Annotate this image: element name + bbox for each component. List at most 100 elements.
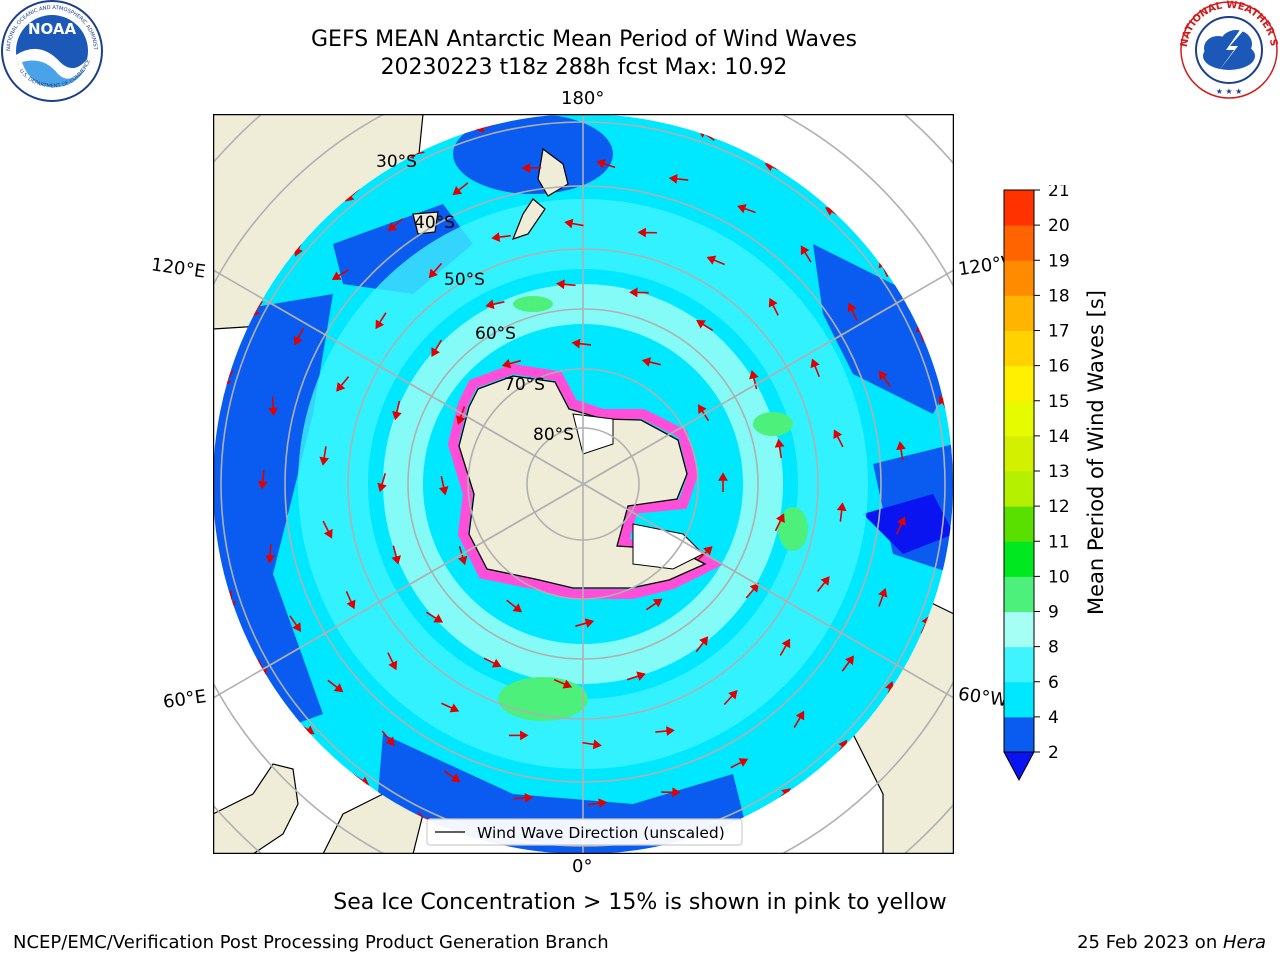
lon-label-120e: 120°E — [149, 254, 207, 283]
wind-wave-arrow — [319, 446, 330, 466]
colorbar-tick-label: 4 — [1048, 708, 1059, 728]
wind-wave-arrow — [377, 473, 387, 493]
wind-wave-arrow — [293, 327, 305, 346]
tasmania — [412, 211, 439, 235]
colorbar-extend-triangle — [1003, 751, 1035, 782]
wind-wave-arrow — [695, 636, 709, 653]
lon-label-0: 0° — [572, 856, 593, 877]
wind-wave-arrow — [655, 726, 675, 736]
map-subtitle: 20230223 t18z 288h fcst Max: 10.92 — [380, 55, 788, 80]
colorbar-segment — [1004, 365, 1034, 402]
wind-wave-arrow — [456, 406, 466, 425]
wind-wave-arrow — [835, 739, 848, 757]
wind-wave-arrow — [352, 773, 370, 786]
wind-wave-arrow — [391, 545, 401, 565]
colorbar-segment — [1004, 646, 1034, 683]
colorbar-tick-label: 6 — [1048, 673, 1059, 693]
colorbar-segment — [1004, 681, 1034, 718]
wind-wave-arrow — [501, 358, 521, 369]
wind-wave-arrow — [706, 255, 725, 266]
wind-wave-arrow — [878, 587, 888, 607]
map-legend: Wind Wave Direction (unscaled) — [426, 818, 743, 846]
wind-wave-arrow — [556, 279, 576, 290]
wind-wave-arrow — [485, 299, 505, 310]
wind-wave-arrow — [768, 297, 779, 316]
colorbar-tick-label: 19 — [1048, 251, 1070, 271]
wind-wave-arrow — [737, 204, 756, 214]
wind-wave-arrow — [345, 591, 356, 610]
noaa-logo-text: NOAA — [28, 20, 77, 38]
colorbar-label: Mean Period of Wind Waves [s] — [1084, 290, 1108, 615]
wind-wave-arrow — [508, 730, 529, 741]
wind-wave-arrow — [878, 370, 891, 388]
colorbar-segment — [1004, 295, 1034, 331]
wind-wave-arrow — [779, 638, 791, 656]
wind-wave-arrow — [896, 516, 906, 535]
wind-wave-arrow — [506, 599, 523, 613]
wind-wave-arrow — [392, 400, 402, 421]
colorbar-segment — [1004, 260, 1034, 296]
wind-wave-arrow — [513, 792, 534, 803]
nws-stars: ★ ★ ★ — [1216, 87, 1243, 96]
colorbar-tick-label: 9 — [1048, 603, 1059, 623]
wind-wave-arrow — [483, 657, 502, 668]
wind-wave-arrow — [764, 162, 784, 172]
colorbar-segment — [1004, 400, 1034, 437]
colorbar-tick-label: 14 — [1048, 427, 1070, 447]
wind-wave-arrow — [793, 710, 805, 728]
wind-wave-arrow — [375, 312, 387, 330]
map-title: GEFS MEAN Antarctic Mean Period of Wind … — [311, 27, 857, 52]
wind-wave-arrow — [491, 232, 511, 242]
legend-text: Wind Wave Direction (unscaled) — [477, 824, 725, 842]
wind-wave-arrow — [428, 262, 443, 279]
wind-wave-arrow — [697, 404, 710, 422]
lat-label-30s: 30°S — [376, 152, 417, 172]
wind-wave-arrow — [571, 338, 592, 349]
wind-wave-arrow — [575, 618, 595, 628]
wind-wave-arrow — [668, 173, 689, 184]
new-zealand — [511, 147, 569, 240]
wind-wave-arrow — [847, 302, 858, 321]
wind-wave-arrow — [327, 679, 344, 693]
colorbar-tick-label: 2 — [1048, 743, 1059, 763]
wind-wave-arrow — [774, 438, 785, 459]
colorbar-tick-label: 13 — [1048, 462, 1070, 482]
wind-wave-arrow — [387, 652, 398, 671]
wind-wave-arrow — [297, 723, 315, 735]
colorbar-segment — [1004, 330, 1034, 367]
wind-wave-arrow — [816, 576, 830, 592]
sea-ice-note: Sea Ice Concentration > 15% is shown in … — [333, 890, 947, 915]
colorbar-tick-label: 17 — [1048, 322, 1070, 342]
wind-wave-arrow — [289, 615, 302, 632]
wind-wave-arrow — [336, 376, 350, 392]
wind-wave-arrow — [637, 227, 658, 238]
wind-wave-arrow — [553, 678, 573, 689]
wind-wave-arrow — [938, 395, 949, 414]
wind-wave-arrow — [381, 730, 395, 747]
colorbar-segment — [1004, 471, 1034, 507]
wind-wave-arrow — [775, 788, 791, 802]
lat-label-50s: 50°S — [444, 270, 485, 290]
wind-wave-arrow — [629, 287, 649, 298]
wind-wave-arrow — [438, 476, 449, 496]
wind-wave-arrow — [344, 187, 360, 202]
colorbar-segment — [1004, 716, 1034, 753]
colorbar-segment — [1004, 611, 1034, 648]
noaa-logo: NOAA NATIONAL OCEANIC AND ATMOSPHERIC AD… — [0, 0, 103, 102]
footer-date: 25 Feb 2023 on Hera — [1077, 932, 1266, 953]
wind-wave-arrow — [587, 798, 608, 809]
wind-wave-arrow — [265, 544, 275, 564]
wind-wave-arrow — [458, 546, 468, 566]
wind-wave-arrow — [387, 218, 404, 232]
wind-wave-arrow — [730, 758, 749, 769]
wind-wave-arrow — [268, 396, 279, 417]
wind-wave-arrow — [322, 520, 333, 539]
footer-date-text: 25 Feb 2023 on — [1077, 932, 1223, 953]
colorbar-segment — [1004, 190, 1034, 226]
wind-wave-arrow — [645, 598, 663, 611]
wind-wave-arrow — [896, 441, 906, 461]
wind-wave-arrow — [641, 357, 661, 367]
wind-wave-arrow — [582, 739, 602, 750]
wind-wave-arrow — [833, 429, 844, 448]
colorbar-segment — [1004, 435, 1034, 472]
